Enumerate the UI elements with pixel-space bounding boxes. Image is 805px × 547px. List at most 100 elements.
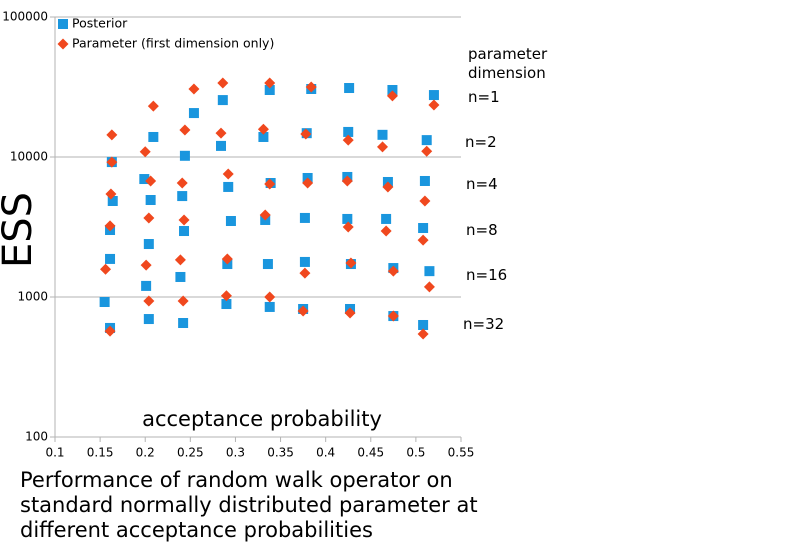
- point: [259, 209, 271, 221]
- point: [143, 295, 155, 307]
- y-axis-label: ESS: [0, 192, 41, 268]
- point: [302, 177, 314, 189]
- point: [188, 83, 200, 95]
- row-label: n=8: [466, 221, 498, 239]
- point: [217, 95, 228, 106]
- row-label: n=16: [466, 266, 508, 284]
- point: [106, 156, 118, 168]
- point: [258, 131, 269, 142]
- point: [300, 128, 312, 140]
- point: [421, 145, 433, 157]
- point: [297, 305, 309, 317]
- x-tick-label: 0.45: [357, 446, 384, 460]
- point: [257, 123, 269, 135]
- point: [143, 212, 155, 224]
- point: [176, 177, 188, 189]
- point: [344, 307, 356, 319]
- point: [222, 168, 234, 180]
- row-label: n=2: [465, 133, 497, 151]
- point: [143, 239, 154, 250]
- legend-label: Parameter (first dimension only): [72, 36, 274, 51]
- legend-title: parameter dimension: [468, 45, 548, 82]
- point: [418, 319, 429, 330]
- point: [377, 129, 388, 140]
- x-tick-label: 0.5: [406, 446, 425, 460]
- point: [423, 281, 435, 293]
- x-tick-label: 0.55: [448, 446, 475, 460]
- x-tick-label: 0.15: [87, 446, 114, 460]
- caption: Performance of random walk operator on s…: [20, 468, 478, 542]
- point: [141, 280, 152, 291]
- point: [106, 129, 118, 141]
- point: [105, 188, 117, 200]
- point: [221, 299, 232, 310]
- point: [104, 220, 116, 232]
- point: [147, 100, 159, 112]
- point: [179, 124, 191, 136]
- point: [225, 216, 236, 227]
- point: [145, 195, 156, 206]
- point: [221, 253, 233, 265]
- point: [417, 234, 429, 246]
- point: [382, 181, 394, 193]
- point: [299, 256, 310, 267]
- point: [145, 175, 157, 187]
- point: [417, 328, 429, 340]
- x-tick-label: 0.2: [136, 446, 155, 460]
- point: [343, 126, 354, 137]
- point: [220, 290, 232, 302]
- row-label: n=4: [466, 175, 498, 193]
- point: [216, 140, 227, 151]
- point: [148, 131, 159, 142]
- point: [188, 108, 199, 119]
- x-tick-label: 0.25: [177, 446, 204, 460]
- legend-marker: [57, 38, 69, 50]
- point: [140, 259, 152, 271]
- y-tick-label: 100000: [2, 10, 48, 24]
- point: [264, 178, 276, 190]
- point: [341, 175, 353, 187]
- point: [380, 225, 392, 237]
- point: [305, 81, 317, 93]
- point: [386, 90, 398, 102]
- x-tick-label: 0.1: [45, 446, 64, 460]
- point: [217, 77, 229, 89]
- legend-marker: [58, 19, 68, 29]
- point: [264, 77, 276, 89]
- point: [262, 259, 273, 270]
- point: [342, 221, 354, 233]
- point: [428, 90, 439, 101]
- point: [179, 226, 190, 237]
- point: [419, 195, 431, 207]
- point: [299, 212, 310, 223]
- point: [177, 295, 189, 307]
- point: [174, 254, 186, 266]
- point: [215, 127, 227, 139]
- point: [428, 99, 440, 111]
- point: [223, 181, 234, 192]
- point: [344, 83, 355, 94]
- row-label: n=32: [463, 315, 505, 333]
- y-tick-label: 10000: [10, 150, 48, 164]
- point: [345, 257, 357, 269]
- point: [387, 85, 398, 96]
- point: [179, 150, 190, 161]
- point: [421, 135, 432, 146]
- point: [177, 191, 188, 202]
- point: [143, 314, 154, 325]
- point: [178, 318, 189, 329]
- point: [387, 310, 399, 322]
- point: [104, 325, 116, 337]
- point: [387, 265, 399, 277]
- x-tick-label: 0.35: [267, 446, 294, 460]
- point: [139, 174, 150, 185]
- point: [299, 267, 311, 279]
- x-tick-label: 0.4: [316, 446, 335, 460]
- point: [178, 214, 190, 226]
- point: [175, 271, 186, 282]
- point: [264, 291, 276, 303]
- point: [418, 223, 429, 234]
- x-tick-label: 0.3: [226, 446, 245, 460]
